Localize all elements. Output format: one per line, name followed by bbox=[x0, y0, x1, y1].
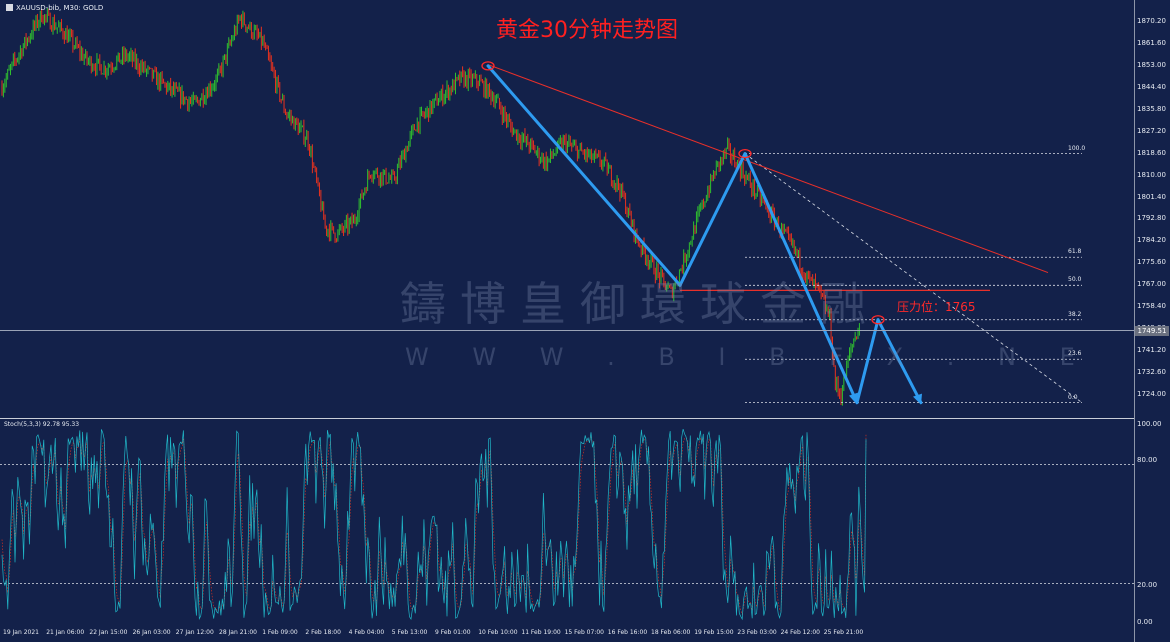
time-tick-label: 24 Feb 12:00 bbox=[780, 629, 820, 636]
time-tick-label: 9 Feb 01:00 bbox=[435, 629, 471, 636]
price-tick-label: 1775.60 bbox=[1137, 258, 1166, 267]
fib-level-label: 61.8 bbox=[1068, 248, 1082, 256]
time-tick-label: 18 Feb 06:00 bbox=[651, 629, 691, 636]
time-tick-label: 16 Feb 16:00 bbox=[607, 629, 648, 636]
price-tick-label: 1758.40 bbox=[1137, 302, 1166, 311]
panel-separator[interactable] bbox=[0, 418, 1134, 419]
fib-level-label: 0.0 bbox=[1068, 393, 1078, 401]
fib-level-label: 100.0 bbox=[1068, 144, 1086, 152]
time-tick-label: 1 Feb 09:00 bbox=[262, 629, 298, 636]
price-tick-label: 1732.60 bbox=[1137, 368, 1166, 377]
swing-marker bbox=[738, 148, 752, 159]
time-tick-label: 22 Jan 15:00 bbox=[89, 629, 128, 636]
price-tick-label: 1870.20 bbox=[1137, 17, 1166, 25]
time-tick-label: 4 Feb 04:00 bbox=[348, 629, 385, 636]
price-tick-label: 1724.00 bbox=[1137, 390, 1166, 398]
fib-level-label: 23.6 bbox=[1068, 350, 1082, 358]
price-tick-label: 1741.20 bbox=[1137, 346, 1166, 355]
projection-segment bbox=[743, 152, 859, 405]
stochastic-panel[interactable] bbox=[0, 0, 1134, 642]
stoch-main-line bbox=[1, 428, 867, 621]
projection-segment bbox=[486, 64, 682, 287]
time-tick-label: 28 Jan 21:00 bbox=[219, 629, 257, 636]
time-tick-label: 15 Feb 07:00 bbox=[564, 629, 604, 636]
chart-title: 黄金30分钟走势图 bbox=[496, 18, 678, 43]
projection-segment bbox=[855, 318, 880, 405]
time-tick-label: 19 Feb 15:00 bbox=[694, 629, 734, 636]
time-tick-label: 10 Feb 10:00 bbox=[478, 629, 518, 636]
time-tick-label: 21 Jan 06:00 bbox=[46, 629, 85, 636]
projection-segment bbox=[876, 318, 923, 405]
down-trendline bbox=[487, 64, 1049, 274]
candles bbox=[1, 7, 860, 406]
swing-marker bbox=[871, 315, 885, 325]
symbol-label: XAUUSD-bib, M30: GOLD bbox=[16, 4, 104, 12]
projection-segment bbox=[678, 152, 747, 287]
price-tick-label: 1844.40 bbox=[1137, 82, 1166, 91]
projection-arrows bbox=[486, 64, 923, 405]
time-tick-label: 25 Feb 21:00 bbox=[823, 629, 864, 636]
time-tick-label: 2 Feb 18:00 bbox=[305, 629, 341, 636]
chart-icon bbox=[6, 4, 13, 11]
stoch-header: Stoch(5,3,3) 92.78 95.33 bbox=[4, 421, 80, 428]
price-tick-label: 1853.00 bbox=[1137, 60, 1166, 69]
time-tick-label: 27 Jan 12:00 bbox=[175, 629, 214, 636]
current-price-tag: 1749.51 bbox=[1135, 326, 1169, 336]
swing-marker bbox=[481, 61, 495, 71]
price-tick-label: 1792.80 bbox=[1137, 214, 1166, 223]
resistance-annotation: 压力位：1765 bbox=[897, 300, 976, 314]
arrowhead bbox=[913, 393, 922, 405]
fib-level-label: 38.2 bbox=[1068, 310, 1082, 318]
price-tick-label: 1784.20 bbox=[1137, 236, 1166, 245]
price-tick-label: 1861.60 bbox=[1137, 38, 1166, 47]
time-tick-label: 11 Feb 19:00 bbox=[521, 629, 561, 636]
watermark-name: 鑄博皇御環球金融 bbox=[400, 277, 880, 331]
price-tick-label: 1810.00 bbox=[1137, 170, 1166, 179]
stoch-signal-line bbox=[1, 434, 867, 616]
fib-diagonal-line bbox=[744, 153, 1083, 403]
watermark-url: W W W . B I B F X . N E bbox=[405, 343, 1093, 371]
current-price-line bbox=[0, 330, 1134, 331]
price-tick-label: 1835.80 bbox=[1137, 104, 1166, 113]
time-tick-label: 26 Jan 03:00 bbox=[132, 629, 171, 636]
price-tick-label: 1801.40 bbox=[1137, 192, 1166, 201]
price-tick-label: 1818.60 bbox=[1137, 148, 1166, 157]
fib-level-label: 50.0 bbox=[1068, 276, 1082, 284]
time-tick-label: 5 Feb 13:00 bbox=[391, 629, 428, 636]
stoch-tick-100: 100.00 bbox=[1137, 420, 1162, 428]
stoch-tick-20: 20.00 bbox=[1137, 581, 1158, 589]
price-tick-label: 1827.20 bbox=[1137, 126, 1166, 135]
symbol-header: XAUUSD-bib, M30: GOLD bbox=[6, 4, 103, 12]
price-axis[interactable] bbox=[1134, 0, 1170, 642]
price-chart[interactable] bbox=[0, 0, 1134, 418]
arrowhead bbox=[849, 392, 858, 405]
price-tick-label: 1767.00 bbox=[1137, 280, 1166, 289]
time-tick-label: 23 Feb 03:00 bbox=[737, 629, 777, 636]
stoch-tick-80: 80.00 bbox=[1137, 456, 1158, 464]
stoch-tick-0: 0.00 bbox=[1137, 618, 1153, 626]
time-tick-label: 19 Jan 2021 bbox=[3, 629, 39, 636]
